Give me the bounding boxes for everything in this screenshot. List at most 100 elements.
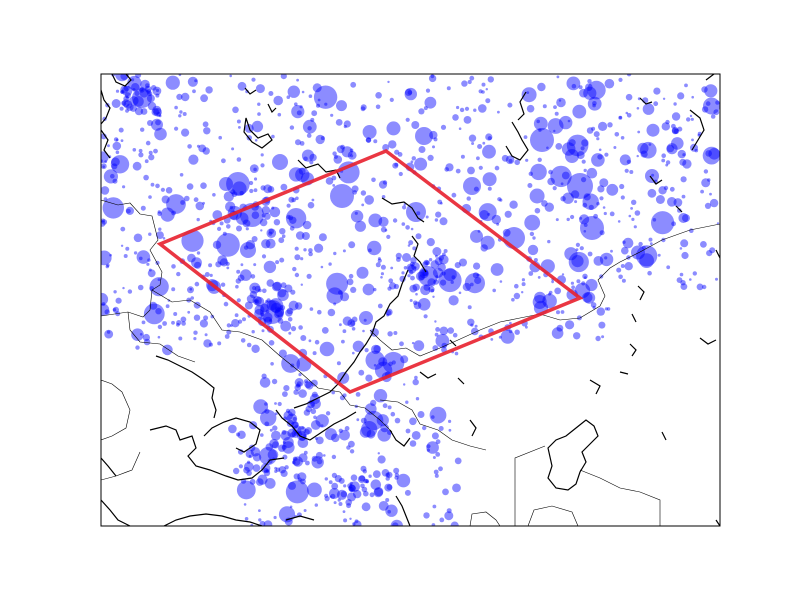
location-marker (147, 101, 157, 111)
location-marker (288, 215, 294, 221)
location-marker (467, 79, 472, 85)
location-marker (521, 282, 526, 287)
location-marker (407, 274, 411, 278)
location-marker (350, 81, 357, 88)
location-marker (331, 390, 336, 395)
location-marker (277, 289, 289, 302)
location-marker (333, 302, 337, 306)
location-marker (317, 98, 321, 102)
location-marker (544, 202, 554, 212)
location-marker (378, 180, 388, 189)
location-marker (574, 282, 591, 299)
location-marker (232, 181, 247, 196)
location-marker (362, 283, 375, 296)
location-marker (494, 165, 500, 171)
location-marker (289, 432, 295, 438)
location-marker (651, 173, 655, 177)
location-marker (270, 302, 282, 314)
location-marker (280, 320, 292, 332)
location-marker (101, 219, 108, 225)
location-marker (235, 212, 249, 225)
coastline (149, 425, 285, 481)
location-marker (554, 111, 559, 116)
location-marker (706, 250, 713, 257)
location-marker (499, 198, 503, 202)
location-marker (298, 373, 302, 377)
coastline (381, 197, 425, 223)
location-marker (224, 334, 230, 339)
coastline (267, 103, 277, 114)
location-marker (338, 428, 343, 433)
location-marker (254, 139, 258, 142)
location-marker (154, 127, 167, 141)
location-marker (212, 240, 222, 249)
location-marker (271, 378, 278, 385)
location-marker (460, 154, 465, 159)
location-marker (279, 228, 286, 235)
location-marker (298, 389, 307, 398)
location-marker (268, 91, 274, 96)
location-marker (235, 284, 239, 289)
location-marker (561, 171, 570, 180)
location-marker (413, 300, 418, 306)
location-marker (420, 284, 431, 296)
location-marker (139, 88, 149, 98)
location-marker (152, 86, 162, 96)
coastline (631, 313, 637, 323)
location-marker (283, 441, 286, 444)
location-marker (429, 406, 447, 424)
location-marker (151, 118, 163, 131)
country-border (469, 511, 501, 526)
location-marker (382, 403, 388, 409)
location-marker (282, 437, 294, 448)
location-marker (209, 273, 213, 277)
location-marker (191, 257, 202, 268)
location-marker (500, 329, 515, 344)
location-marker (263, 469, 271, 477)
location-marker (364, 195, 375, 205)
location-marker (123, 100, 133, 109)
location-marker (139, 333, 143, 336)
location-marker (165, 304, 170, 309)
location-marker (381, 469, 390, 477)
location-marker (311, 455, 318, 462)
location-marker (102, 165, 105, 168)
location-marker (582, 292, 593, 303)
location-marker (260, 303, 269, 313)
location-marker (386, 471, 393, 478)
location-marker (618, 274, 623, 280)
location-marker (136, 250, 151, 264)
location-marker (426, 441, 439, 454)
location-marker (551, 327, 564, 339)
location-marker (303, 509, 307, 512)
location-marker (673, 102, 677, 106)
location-marker (586, 127, 594, 134)
location-marker (326, 272, 349, 295)
location-marker (325, 177, 334, 185)
location-marker (120, 139, 124, 143)
location-marker (478, 203, 497, 222)
location-marker (624, 168, 629, 173)
location-marker (162, 237, 166, 240)
location-marker (280, 74, 287, 80)
location-marker (330, 184, 354, 208)
location-marker (315, 134, 325, 145)
location-marker (587, 79, 592, 84)
location-marker (336, 100, 347, 112)
location-marker (173, 312, 178, 316)
location-marker (586, 167, 598, 179)
location-marker (571, 255, 584, 268)
location-marker (336, 361, 341, 366)
location-marker (287, 317, 293, 322)
location-marker (325, 411, 331, 416)
location-marker (380, 226, 387, 233)
location-marker (604, 256, 608, 260)
location-marker (280, 430, 291, 441)
location-marker (602, 206, 606, 209)
location-marker (502, 228, 511, 237)
location-marker (360, 417, 367, 424)
location-marker (178, 114, 182, 118)
location-marker (423, 314, 428, 319)
location-marker (373, 487, 384, 498)
location-marker (126, 103, 134, 111)
